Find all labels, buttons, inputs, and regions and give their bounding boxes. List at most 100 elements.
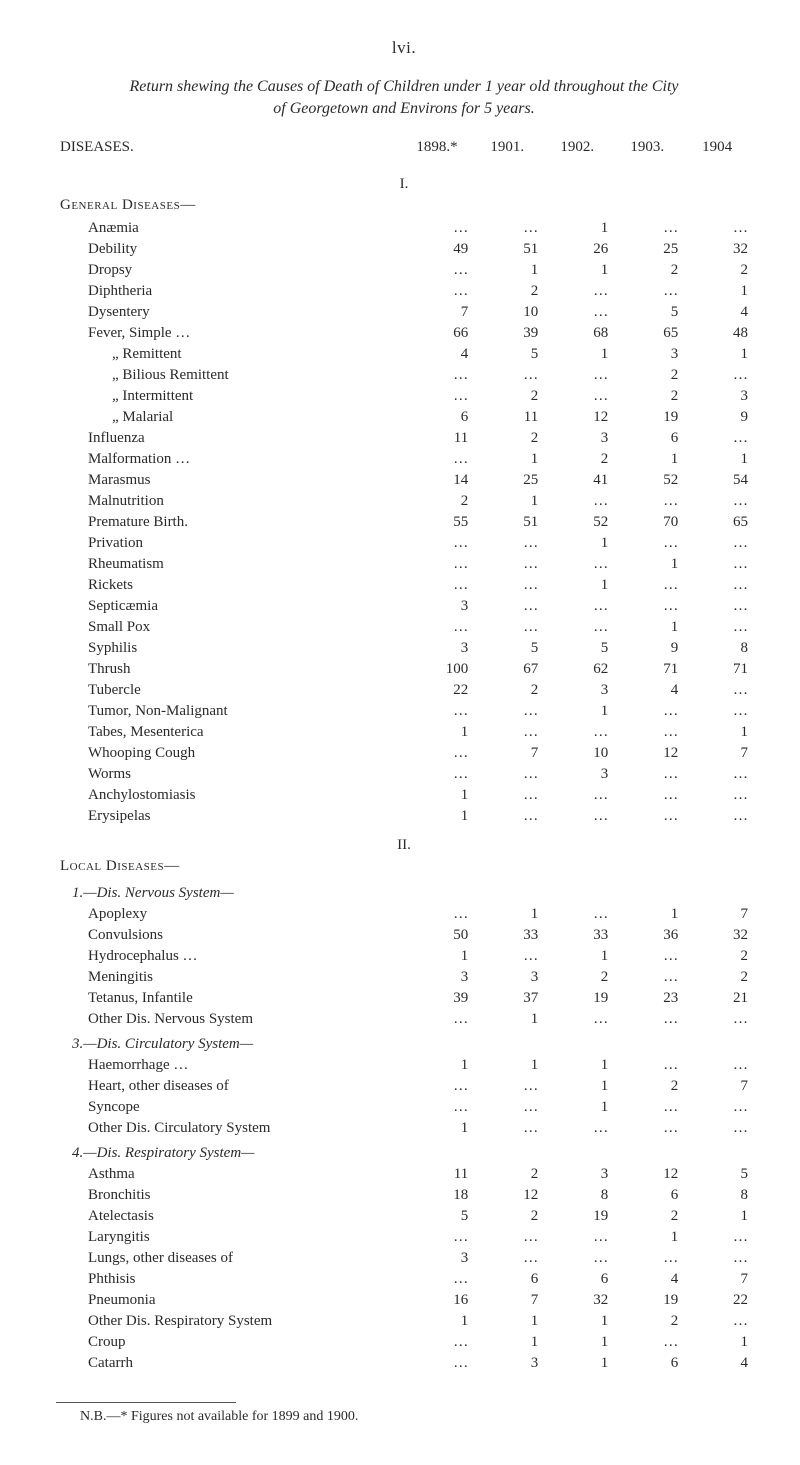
col-1903: 1903.	[612, 137, 682, 166]
row-label: Pneumonia	[56, 1290, 402, 1311]
row-value: 32	[682, 239, 752, 260]
section-numeral: I.	[56, 166, 752, 195]
row-value: …	[472, 617, 542, 638]
row-value: 3	[402, 1248, 473, 1269]
row-label: Diphtheria	[56, 281, 402, 302]
table-row: Atelectasis521921	[56, 1206, 752, 1227]
row-label: Fever, Simple …	[56, 323, 402, 344]
row-value: …	[542, 617, 612, 638]
row-value: …	[682, 785, 752, 806]
row-value: …	[542, 1118, 612, 1139]
col-1904: 1904	[682, 137, 752, 166]
row-value: …	[472, 722, 542, 743]
row-value: …	[472, 218, 542, 239]
row-label: Other Dis. Respiratory System	[56, 1311, 402, 1332]
row-label: Croup	[56, 1332, 402, 1353]
row-label: Syncope	[56, 1097, 402, 1118]
table-row: Tumor, Non-Malignant……1……	[56, 701, 752, 722]
row-value: 6	[402, 407, 473, 428]
row-value: …	[682, 596, 752, 617]
table-row: Croup…11…1	[56, 1332, 752, 1353]
row-value: …	[472, 1118, 542, 1139]
row-label: Tabes, Mesenterica	[56, 722, 402, 743]
table-row: Erysipelas1…………	[56, 806, 752, 827]
table-row: Tubercle22234…	[56, 680, 752, 701]
row-label: „ Bilious Remittent	[56, 365, 402, 386]
row-value: …	[682, 764, 752, 785]
row-value: 37	[472, 988, 542, 1009]
table-row: „ Remittent45131	[56, 344, 752, 365]
subgroup-heading: 3.—Dis. Circulatory System—	[56, 1030, 752, 1055]
col-1902: 1902.	[542, 137, 612, 166]
section-heading-label: Local Diseases—	[56, 856, 752, 879]
table-row: „ Intermittent…2…23	[56, 386, 752, 407]
table-row: Syphilis35598	[56, 638, 752, 659]
row-value: 5	[472, 638, 542, 659]
row-value: 1	[402, 722, 473, 743]
row-value: …	[542, 281, 612, 302]
row-label: Other Dis. Circulatory System	[56, 1118, 402, 1139]
footnote: N.B.—* Figures not available for 1899 an…	[56, 1409, 752, 1425]
row-value: …	[682, 1009, 752, 1030]
row-value: …	[472, 946, 542, 967]
row-value: …	[682, 1311, 752, 1332]
row-value: 2	[682, 260, 752, 281]
row-label: Heart, other diseases of	[56, 1076, 402, 1097]
table-row: Laryngitis………1…	[56, 1227, 752, 1248]
page: lvi. Return shewing the Causes of Death …	[0, 0, 800, 1465]
row-value: …	[402, 449, 473, 470]
table-header-row: DISEASES. 1898.* 1901. 1902. 1903. 1904	[56, 137, 752, 166]
col-1898: 1898.*	[402, 137, 473, 166]
table-row: Anæmia……1……	[56, 218, 752, 239]
row-value: …	[682, 701, 752, 722]
row-value: 7	[472, 1290, 542, 1311]
row-value: …	[472, 785, 542, 806]
row-value: 1	[542, 533, 612, 554]
row-value: 1	[402, 806, 473, 827]
page-number: lvi.	[56, 38, 752, 58]
row-value: 1	[402, 946, 473, 967]
row-label: Septicæmia	[56, 596, 402, 617]
row-label: Convulsions	[56, 925, 402, 946]
table-row: Influenza11236…	[56, 428, 752, 449]
section-numeral: II.	[56, 827, 752, 856]
row-label: Small Pox	[56, 617, 402, 638]
row-value: …	[682, 428, 752, 449]
row-value: 3	[472, 967, 542, 988]
row-value: …	[402, 218, 473, 239]
row-label: Phthisis	[56, 1269, 402, 1290]
table-row: Tabes, Mesenterica1………1	[56, 722, 752, 743]
row-value: 1	[542, 344, 612, 365]
row-value: …	[542, 1227, 612, 1248]
row-value: 3	[542, 680, 612, 701]
row-value: …	[612, 575, 682, 596]
row-value: 100	[402, 659, 473, 680]
row-value: …	[612, 1332, 682, 1353]
row-value: 25	[472, 470, 542, 491]
row-value: 68	[542, 323, 612, 344]
row-value: 12	[472, 1185, 542, 1206]
row-value: …	[542, 596, 612, 617]
row-value: 6	[612, 1185, 682, 1206]
row-value: 12	[612, 1164, 682, 1185]
row-value: 2	[682, 946, 752, 967]
row-value: …	[402, 533, 473, 554]
subgroup-heading-label: 1.—Dis. Nervous System—	[56, 879, 752, 904]
row-value: 12	[612, 743, 682, 764]
row-label: Thrush	[56, 659, 402, 680]
row-value: …	[682, 365, 752, 386]
footnote-rule	[56, 1402, 236, 1403]
row-value: 1	[682, 722, 752, 743]
row-value: 14	[402, 470, 473, 491]
table-row: Privation……1……	[56, 533, 752, 554]
section-heading: Local Diseases—	[56, 856, 752, 879]
row-label: Malnutrition	[56, 491, 402, 512]
section-heading: General Diseases—	[56, 195, 752, 218]
row-value: 51	[472, 239, 542, 260]
row-value: …	[612, 946, 682, 967]
row-value: 1	[472, 260, 542, 281]
row-value: 2	[542, 449, 612, 470]
row-value: 7	[682, 1076, 752, 1097]
table-row: Diphtheria…2……1	[56, 281, 752, 302]
row-value: …	[682, 554, 752, 575]
